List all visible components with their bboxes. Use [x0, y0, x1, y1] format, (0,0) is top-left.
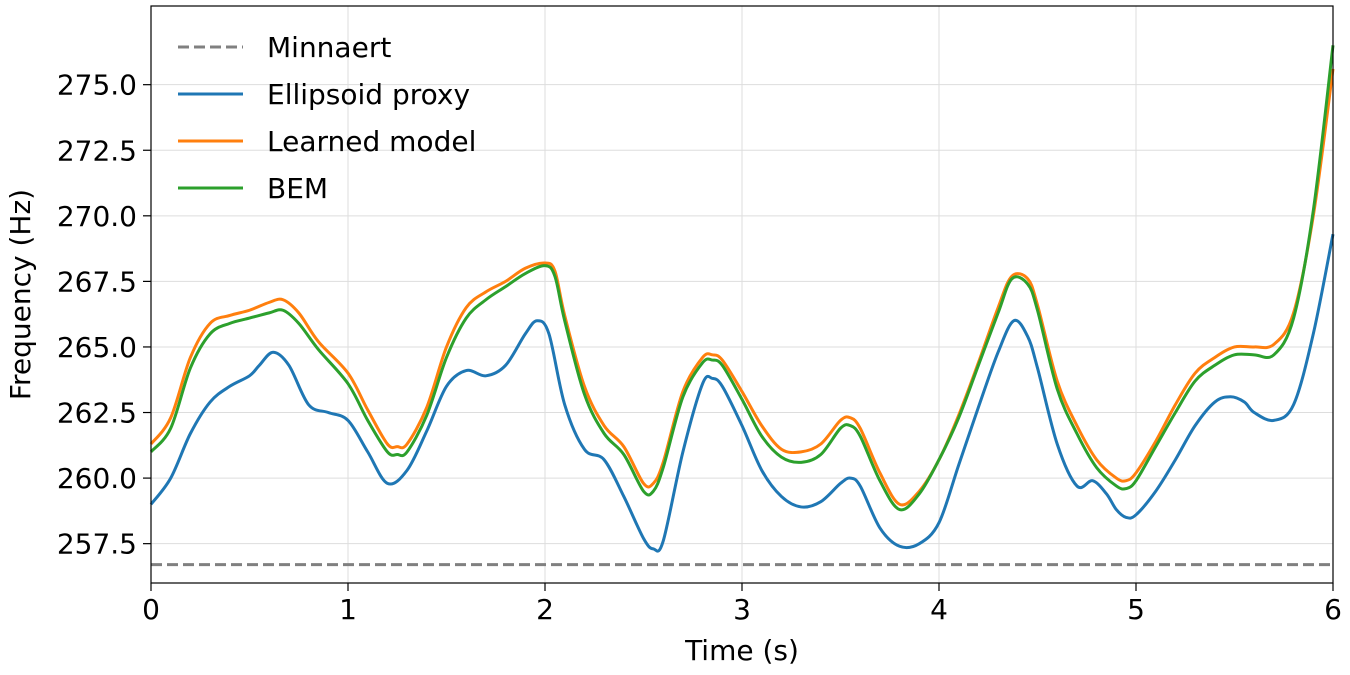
plot-series	[149, 45, 1335, 567]
grid-lines	[150, 6, 1334, 583]
x-tick-label: 3	[733, 593, 751, 626]
y-tick-label: 262.5	[57, 397, 137, 430]
legend-label-ellipsoid-proxy: Ellipsoid proxy	[267, 78, 470, 111]
y-tick-label: 270.0	[57, 200, 137, 233]
x-axis-label: Time (s)	[684, 634, 799, 667]
x-tick-label: 4	[930, 593, 948, 626]
y-tick-label: 267.5	[57, 265, 137, 298]
x-tick-label: 1	[339, 593, 357, 626]
x-tick-label: 0	[142, 593, 160, 626]
legend: Minnaert Ellipsoid proxy Learned model BEM	[178, 31, 476, 205]
series-line-bem	[149, 45, 1335, 512]
legend-label-learned-model: Learned model	[267, 125, 476, 158]
x-tick-label: 2	[536, 593, 554, 626]
y-tick-label: 257.5	[57, 528, 137, 561]
axis-ticks: 0 1 2 3 4 5 6 257.5 260.0 262.5 265.0 267.5 270.0 272…	[57, 69, 1342, 626]
x-tick-label: 6	[1324, 593, 1342, 626]
legend-label-bem: BEM	[267, 172, 328, 205]
series-line-ellipsoid-proxy	[149, 233, 1335, 553]
y-tick-label: 275.0	[57, 69, 137, 102]
y-axis-label: Frequency (Hz)	[4, 189, 37, 400]
legend-label-minnaert: Minnaert	[267, 31, 391, 64]
series-line-learned-model	[149, 68, 1335, 507]
y-tick-label: 265.0	[57, 331, 137, 364]
x-tick-label: 5	[1127, 593, 1145, 626]
y-tick-label: 272.5	[57, 134, 137, 167]
y-tick-label: 260.0	[57, 462, 137, 495]
